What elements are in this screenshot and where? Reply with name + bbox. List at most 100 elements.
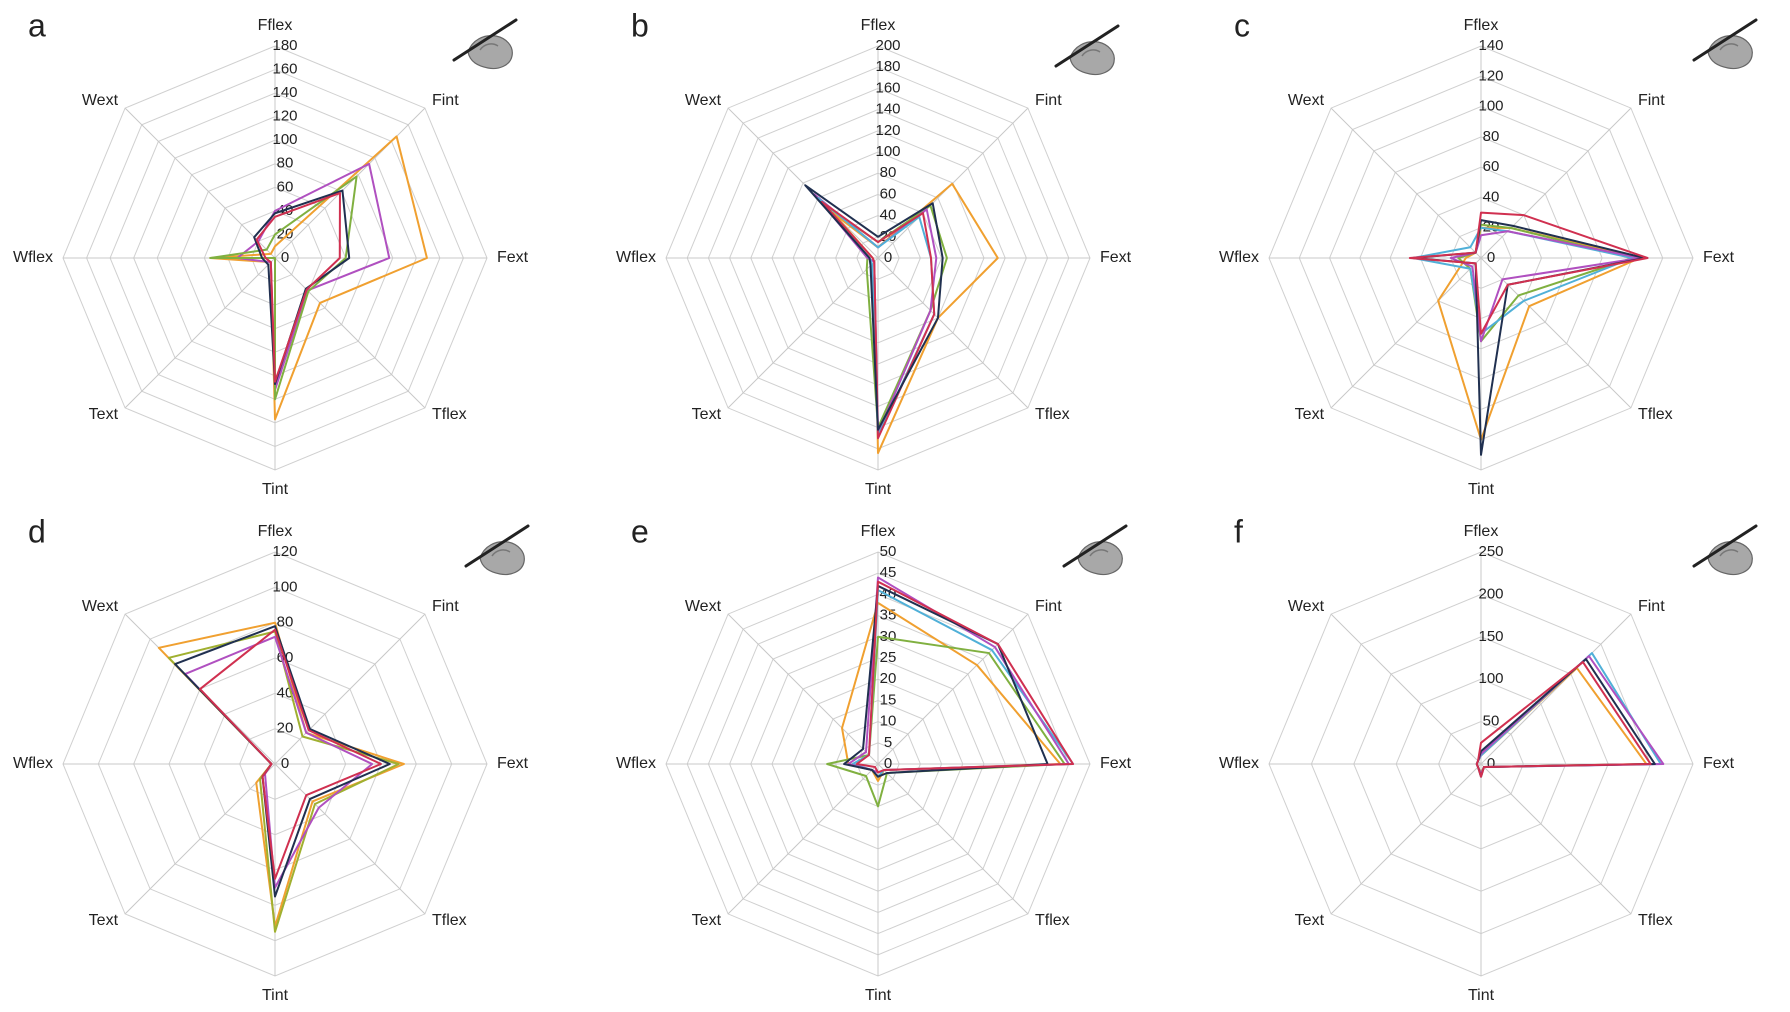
tick-label: 80 bbox=[277, 614, 294, 631]
series-line bbox=[1477, 653, 1661, 774]
axis-label: Tflex bbox=[432, 406, 467, 423]
tick-label: 150 bbox=[1478, 628, 1503, 645]
axis-label: Text bbox=[692, 406, 722, 423]
axis-label: Tint bbox=[865, 987, 892, 1004]
tick-label: 50 bbox=[880, 543, 897, 560]
tick-label: 140 bbox=[272, 84, 297, 101]
hand-icon bbox=[1056, 26, 1118, 75]
axis-label: Wflex bbox=[1219, 755, 1259, 772]
series-line bbox=[1410, 213, 1648, 334]
series-line bbox=[237, 164, 389, 390]
axis-label: Tflex bbox=[1638, 912, 1673, 929]
axis-label: Tint bbox=[1468, 481, 1495, 498]
tick-label: 180 bbox=[875, 58, 900, 75]
panel-title: e bbox=[631, 513, 649, 549]
tick-label: 5 bbox=[884, 734, 892, 751]
tick-label: 100 bbox=[272, 578, 297, 595]
axis-label: Wflex bbox=[616, 755, 656, 772]
tick-label: 0 bbox=[281, 755, 289, 772]
tick-label: 30 bbox=[880, 628, 897, 645]
axis-label: Fflex bbox=[1464, 17, 1499, 34]
spoke bbox=[275, 614, 425, 764]
axis-label: Wext bbox=[1288, 92, 1325, 109]
axis-label: Tint bbox=[262, 987, 289, 1004]
tick-label: 80 bbox=[1483, 128, 1500, 145]
tick-label: 100 bbox=[875, 143, 900, 160]
axis-label: Fext bbox=[1703, 755, 1735, 772]
axis-label: Tint bbox=[1468, 987, 1495, 1004]
axis-label: Fext bbox=[497, 249, 529, 266]
axis-label: Tflex bbox=[432, 912, 467, 929]
axis-label: Fint bbox=[1035, 92, 1062, 109]
axis-label: Fflex bbox=[1464, 523, 1499, 540]
axis-label: Text bbox=[692, 912, 722, 929]
tick-label: 140 bbox=[1478, 37, 1503, 54]
series-line bbox=[1413, 228, 1633, 334]
tick-label: 140 bbox=[875, 101, 900, 118]
spoke bbox=[1331, 258, 1481, 408]
hand-icon bbox=[1694, 526, 1756, 575]
tick-label: 0 bbox=[281, 249, 289, 266]
axis-label: Tflex bbox=[1035, 406, 1070, 423]
series-line bbox=[169, 632, 399, 932]
axis-label: Fext bbox=[497, 755, 529, 772]
panel-title: b bbox=[631, 7, 649, 43]
series-line bbox=[1438, 228, 1640, 440]
axis-label: Wext bbox=[1288, 598, 1325, 615]
axis-label: Fflex bbox=[861, 17, 896, 34]
axis-label: Tflex bbox=[1638, 406, 1673, 423]
tick-label: 160 bbox=[272, 61, 297, 78]
tick-label: 80 bbox=[880, 164, 897, 181]
tick-label: 10 bbox=[880, 713, 897, 730]
panel-title: d bbox=[28, 513, 46, 549]
axis-label: Wflex bbox=[13, 755, 53, 772]
tick-label: 0 bbox=[884, 249, 892, 266]
axis-label: Wflex bbox=[13, 249, 53, 266]
tick-label: 120 bbox=[1478, 67, 1503, 84]
axis-label: Wflex bbox=[616, 249, 656, 266]
panel-title: f bbox=[1234, 513, 1243, 549]
tick-label: 100 bbox=[1478, 98, 1503, 115]
tick-label: 250 bbox=[1478, 543, 1503, 560]
spoke bbox=[125, 108, 275, 258]
axis-label: Fint bbox=[1035, 598, 1062, 615]
radar-panel: fFflexFintFextTflexTintTextWflexWext0501… bbox=[1219, 513, 1735, 1004]
tick-label: 50 bbox=[1483, 713, 1500, 730]
tick-label: 20 bbox=[277, 720, 294, 737]
spoke bbox=[125, 258, 275, 408]
spoke bbox=[275, 258, 425, 408]
tick-label: 60 bbox=[1483, 158, 1500, 175]
hand-icon bbox=[454, 20, 516, 69]
tick-label: 200 bbox=[1478, 585, 1503, 602]
series-line bbox=[254, 191, 349, 384]
axis-label: Fext bbox=[1100, 755, 1132, 772]
hand-icon bbox=[1064, 526, 1126, 575]
axis-label: Fext bbox=[1703, 249, 1735, 266]
axis-label: Tint bbox=[865, 481, 892, 498]
axis-label: Text bbox=[89, 406, 119, 423]
axis-label: Tflex bbox=[1035, 912, 1070, 929]
panel-title: a bbox=[28, 7, 46, 43]
tick-label: 60 bbox=[880, 185, 897, 202]
axis-label: Wext bbox=[82, 92, 119, 109]
tick-label: 120 bbox=[272, 108, 297, 125]
axis-label: Fext bbox=[1100, 249, 1132, 266]
tick-label: 160 bbox=[875, 79, 900, 96]
radar-panel: bFflexFintFextTflexTintTextWflexWext0204… bbox=[616, 7, 1132, 498]
series-line bbox=[185, 637, 372, 888]
axis-label: Fint bbox=[432, 92, 459, 109]
axis-label: Wflex bbox=[1219, 249, 1259, 266]
tick-label: 0 bbox=[1487, 755, 1495, 772]
panel-title: c bbox=[1234, 7, 1250, 43]
axis-label: Fint bbox=[1638, 92, 1665, 109]
axis-label: Fint bbox=[1638, 598, 1665, 615]
series-line bbox=[1458, 225, 1632, 342]
tick-label: 200 bbox=[875, 37, 900, 54]
radar-panel: aFflexFintFextTflexTintTextWflexWext0204… bbox=[13, 7, 529, 498]
tick-label: 45 bbox=[880, 564, 897, 581]
tick-label: 40 bbox=[880, 207, 897, 224]
tick-label: 15 bbox=[880, 691, 897, 708]
